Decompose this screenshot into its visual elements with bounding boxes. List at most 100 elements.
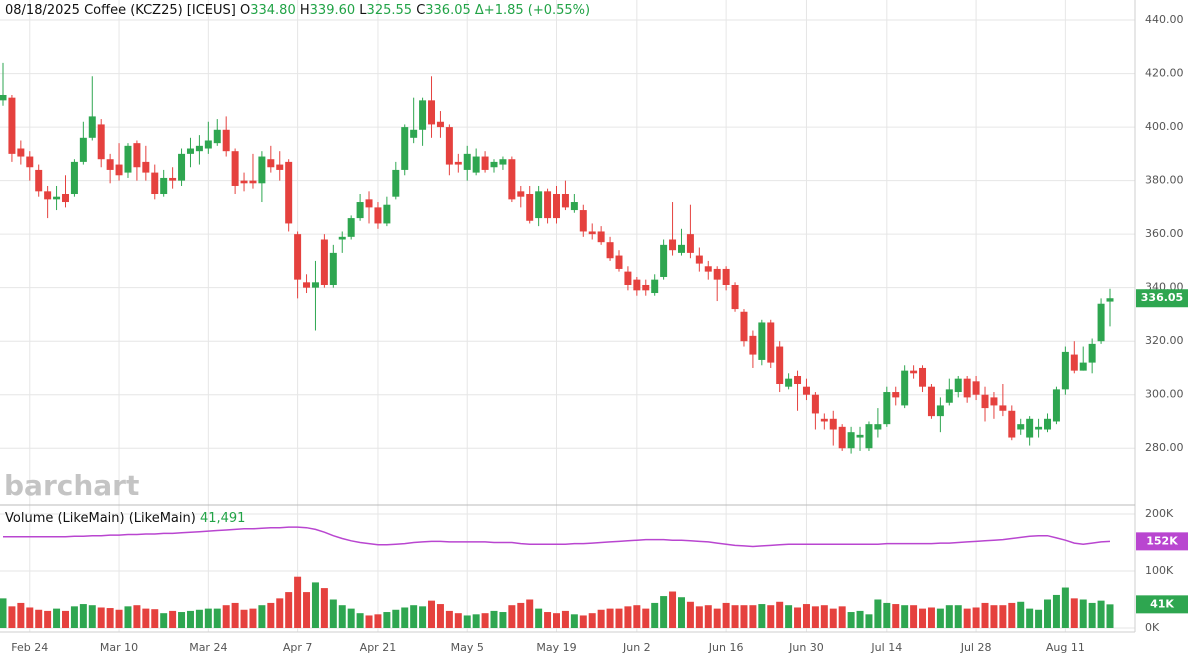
change: Δ+1.85 (+0.55%) bbox=[474, 3, 591, 18]
x-tick-label: Jul 28 bbox=[960, 641, 992, 654]
candle-body bbox=[311, 282, 319, 288]
volume-bar bbox=[767, 605, 775, 628]
open: 334.80 bbox=[250, 3, 296, 18]
candle-body bbox=[1106, 298, 1114, 302]
candle-body bbox=[374, 207, 382, 224]
candle-body bbox=[392, 169, 400, 197]
candle-body bbox=[151, 172, 159, 195]
quote-header: 08/18/2025 Coffee (KCZ25) [ICEUS] O334.8… bbox=[5, 3, 590, 18]
candle-body bbox=[785, 378, 793, 387]
volume-bar bbox=[70, 606, 78, 628]
volume-bar bbox=[535, 608, 543, 628]
candle-body bbox=[553, 194, 560, 219]
high: 339.60 bbox=[309, 3, 356, 18]
volume-bar bbox=[1070, 598, 1078, 628]
volume-bar bbox=[1097, 600, 1105, 628]
candle-body bbox=[811, 394, 819, 414]
candle-body bbox=[847, 432, 855, 449]
x-tick-label: Mar 24 bbox=[189, 641, 227, 654]
candle-body bbox=[481, 156, 489, 170]
candle-body bbox=[258, 156, 266, 184]
volume-bar bbox=[740, 605, 748, 628]
volume-bar bbox=[883, 602, 891, 628]
candle-body bbox=[133, 143, 141, 168]
volume-bar bbox=[686, 601, 694, 628]
volume-bar bbox=[195, 609, 203, 628]
watermark: barchart bbox=[4, 469, 139, 502]
volume-bar bbox=[1079, 599, 1087, 628]
volume-bar bbox=[178, 612, 186, 628]
candle-body bbox=[508, 159, 516, 200]
candle-body bbox=[222, 129, 230, 152]
volume-bar bbox=[624, 606, 632, 628]
volume-badge-label: 41K bbox=[1150, 597, 1174, 610]
volume-bar bbox=[329, 599, 337, 628]
candle-body bbox=[1088, 343, 1096, 363]
candle-body bbox=[240, 180, 248, 184]
candle-body bbox=[70, 161, 78, 195]
candle-body bbox=[802, 386, 810, 395]
volume-bar bbox=[847, 612, 855, 628]
candle-body bbox=[401, 127, 409, 170]
volume-bar bbox=[97, 607, 105, 628]
symbol: Coffee (KCZ25) [ICEUS] bbox=[84, 3, 236, 18]
volume-bar bbox=[606, 608, 614, 628]
volume-bar bbox=[204, 608, 212, 628]
volume-bar bbox=[53, 608, 61, 628]
volume-bar bbox=[820, 605, 828, 628]
volume-bar bbox=[276, 598, 284, 628]
volume-bar bbox=[597, 609, 605, 628]
candle-body bbox=[383, 204, 391, 224]
candle-body bbox=[186, 148, 194, 154]
candle-body bbox=[1079, 362, 1087, 371]
volume-bar bbox=[910, 605, 918, 628]
volume-readout: 41,491 bbox=[199, 511, 246, 526]
candle-body bbox=[26, 156, 34, 168]
candle-body bbox=[722, 268, 730, 285]
volume-bar bbox=[1061, 587, 1069, 628]
x-tick-label: Mar 10 bbox=[100, 641, 138, 654]
volume-bar bbox=[704, 605, 712, 628]
candle-body bbox=[61, 194, 69, 203]
candle-body bbox=[561, 194, 569, 208]
volume-bar bbox=[1008, 602, 1016, 628]
volume-bar bbox=[79, 604, 87, 628]
candle-body bbox=[695, 255, 703, 264]
volume-bar bbox=[249, 608, 257, 628]
candle-body bbox=[303, 282, 311, 288]
candle-body bbox=[320, 239, 328, 285]
candle-body bbox=[990, 397, 998, 406]
volume-bar bbox=[758, 604, 766, 628]
candle-body bbox=[963, 378, 971, 398]
candle-body bbox=[410, 129, 418, 138]
x-tick-label: Apr 21 bbox=[360, 641, 397, 654]
candle-body bbox=[865, 424, 873, 449]
candle-body bbox=[436, 121, 444, 128]
volume-bar bbox=[374, 614, 382, 628]
candle-body bbox=[570, 202, 578, 211]
candle-body bbox=[178, 153, 186, 181]
candle-body bbox=[856, 434, 864, 438]
volume-bar bbox=[660, 596, 668, 628]
volume-bar bbox=[927, 607, 935, 628]
volume-bar bbox=[749, 605, 757, 628]
last-price-badge bbox=[1136, 289, 1188, 308]
ma-badge-label: 152K bbox=[1146, 534, 1178, 547]
v-tick-label: 0K bbox=[1145, 621, 1160, 634]
candle-body bbox=[35, 169, 43, 192]
volume-bar bbox=[901, 605, 909, 628]
volume-bar bbox=[651, 602, 659, 628]
candle-body bbox=[597, 231, 605, 243]
last-price-badge-label: 336.05 bbox=[1141, 291, 1183, 304]
volume-bar bbox=[61, 610, 69, 628]
volume-bar bbox=[294, 576, 302, 628]
ma-badge bbox=[1136, 532, 1188, 551]
volume-bar bbox=[392, 609, 400, 628]
volume-bar bbox=[0, 598, 7, 628]
candle-body bbox=[88, 116, 96, 138]
volume-bar bbox=[419, 606, 427, 628]
candle-body bbox=[945, 389, 953, 403]
candle-body bbox=[704, 266, 712, 272]
candle-body bbox=[910, 370, 918, 374]
